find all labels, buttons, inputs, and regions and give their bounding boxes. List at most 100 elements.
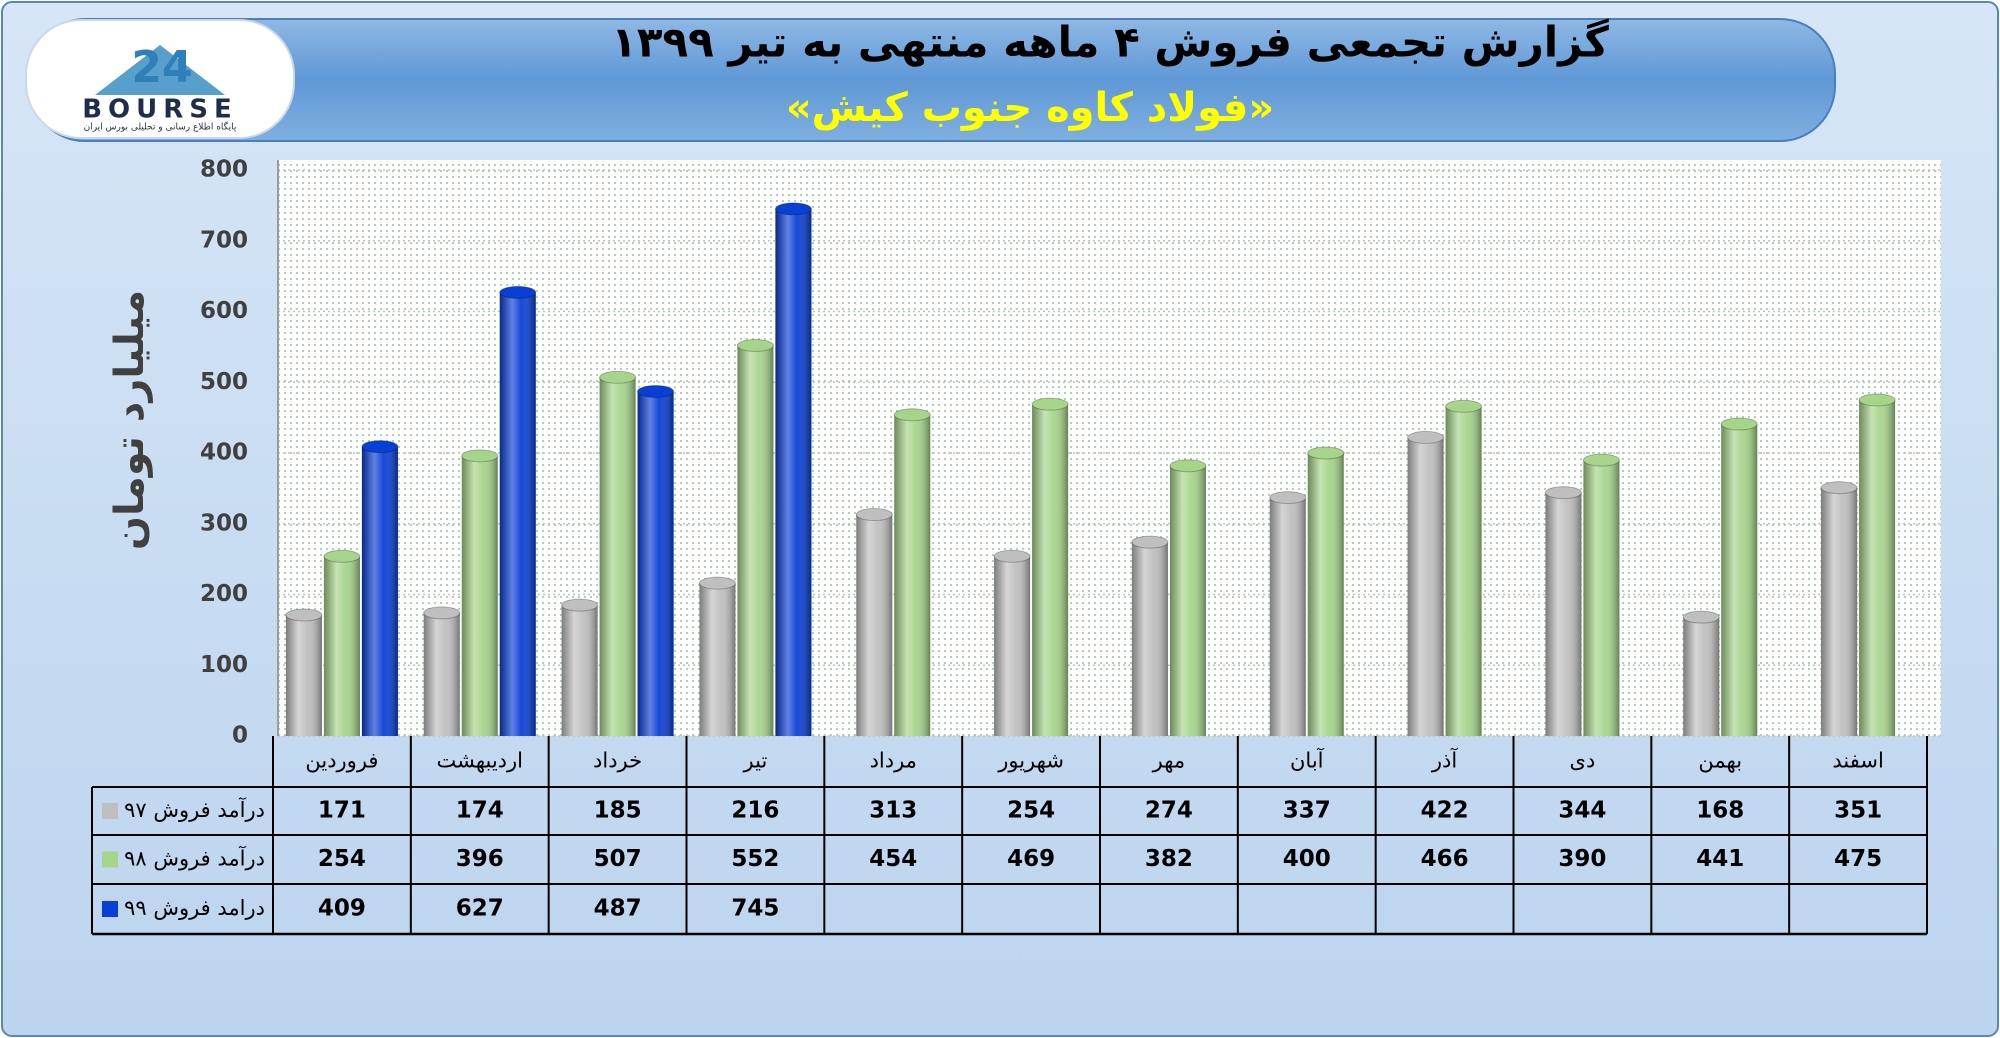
x-tick-label: فروردین [305, 749, 378, 773]
bar-shade [1683, 617, 1720, 736]
table-value: 475 [1834, 846, 1882, 872]
y-tick-label: 300 [200, 510, 248, 536]
y-tick-label: 600 [200, 298, 248, 324]
chart-title: گزارش تجمعی فروش ۴ ماهه منتهی به تیر ۱۳۹… [611, 18, 1609, 68]
bar-shade [1859, 399, 1896, 736]
bar-shade [1307, 453, 1344, 736]
bar-cap [1582, 453, 1620, 467]
x-tick-label: آبان [1290, 748, 1325, 773]
bar-cap [1544, 486, 1582, 500]
bar-shade [856, 514, 893, 736]
chart-subtitle: «فولاد کاوه جنوب کیش» [786, 85, 1274, 131]
x-tick-label: مهر [1152, 749, 1186, 773]
table-value: 274 [1145, 798, 1193, 824]
bar-shade [1583, 460, 1620, 736]
y-tick-label: 200 [200, 581, 248, 607]
bar-cap [461, 449, 499, 463]
logo-shape [95, 45, 225, 95]
table-value: 400 [1283, 846, 1331, 872]
bar-cap [698, 576, 736, 590]
bar-cap [774, 202, 812, 216]
bar-shade [737, 345, 774, 736]
legend-label: درآمد فروش ۹۸ [124, 846, 265, 871]
x-tick-label: تیر [743, 749, 768, 773]
bar-cap [1169, 459, 1207, 473]
bar-cap [893, 408, 931, 422]
x-tick-label: شهریور [997, 749, 1064, 773]
table-value: 507 [594, 846, 642, 872]
bar-shade [361, 446, 398, 736]
bar-cap [1131, 535, 1169, 549]
bar-shade [561, 605, 598, 736]
bar-cap [323, 549, 361, 563]
table-value: 185 [594, 798, 642, 824]
bar-shade [775, 208, 812, 737]
bar-cap [285, 608, 323, 622]
bar-cap [1445, 399, 1483, 413]
table-value: 168 [1696, 798, 1744, 824]
x-tick-label: مرداد [870, 749, 917, 773]
logo-caption: پایگاه اطلاع رسانی و تحلیلی بورس ایران [84, 121, 237, 133]
bar-shade [1445, 406, 1482, 736]
table-value: 344 [1558, 798, 1606, 824]
legend-label: درامد فروش ۹۹ [124, 896, 265, 920]
bar-shade [423, 612, 460, 736]
legend-label: درآمد فروش ۹۷ [124, 797, 265, 822]
bar-shade [1407, 437, 1444, 736]
table-value: 441 [1696, 846, 1744, 872]
bar-cap [1031, 397, 1069, 411]
legend-swatch [102, 851, 118, 868]
y-tick-label: 0 [232, 723, 248, 749]
table-value: 552 [731, 846, 779, 872]
bar-cap [1820, 481, 1858, 495]
bar-cap [1858, 393, 1896, 407]
table-value: 627 [456, 896, 504, 922]
x-tick-label: اردیبهشت [436, 749, 523, 773]
y-tick-label: 700 [200, 227, 248, 253]
table-value: 422 [1421, 798, 1469, 824]
bar-cap [1269, 491, 1307, 505]
table-value: 216 [731, 798, 779, 824]
table-value: 487 [594, 896, 642, 922]
bar-cap [561, 598, 599, 612]
legend-swatch [102, 901, 118, 917]
x-tick-label: اسفند [1832, 749, 1883, 773]
bar-cap [599, 370, 637, 384]
table-value: 469 [1007, 846, 1055, 872]
bar-cap [637, 384, 675, 398]
table-value: 313 [869, 798, 917, 824]
bar-shade [1721, 423, 1758, 736]
bar-cap [1407, 430, 1445, 444]
table-value: 254 [318, 846, 366, 872]
table-value: 337 [1283, 798, 1331, 824]
bar-shade [1032, 404, 1069, 736]
y-axis-label: میلیارد تومان [107, 290, 153, 550]
bar-cap [1307, 446, 1345, 460]
table-value: 351 [1834, 798, 1882, 824]
y-tick-label: 100 [200, 652, 248, 678]
bar-shade [499, 292, 536, 736]
x-tick-label: دی [1570, 749, 1596, 773]
table-value: 254 [1007, 798, 1055, 824]
bar-shade [1169, 465, 1206, 736]
bar-cap [1682, 610, 1720, 624]
bar-shade [1821, 487, 1858, 736]
bar-cap [855, 508, 893, 522]
y-tick-label: 500 [200, 369, 248, 395]
bar-cap [423, 606, 461, 620]
table-value: 396 [456, 846, 504, 872]
logo-text: BOURSE [82, 95, 238, 125]
bar-shade [699, 583, 736, 736]
bar-shade [285, 615, 322, 736]
table-value: 409 [318, 896, 366, 922]
bar-cap [1720, 417, 1758, 431]
table-value: 454 [869, 846, 917, 872]
bar-shade [599, 377, 636, 736]
y-tick-label: 800 [200, 157, 248, 183]
table-value: 466 [1421, 846, 1469, 872]
y-tick-label: 400 [200, 440, 248, 466]
table-value: 174 [456, 798, 504, 824]
table-value: 382 [1145, 846, 1193, 872]
legend-swatch [102, 803, 118, 819]
